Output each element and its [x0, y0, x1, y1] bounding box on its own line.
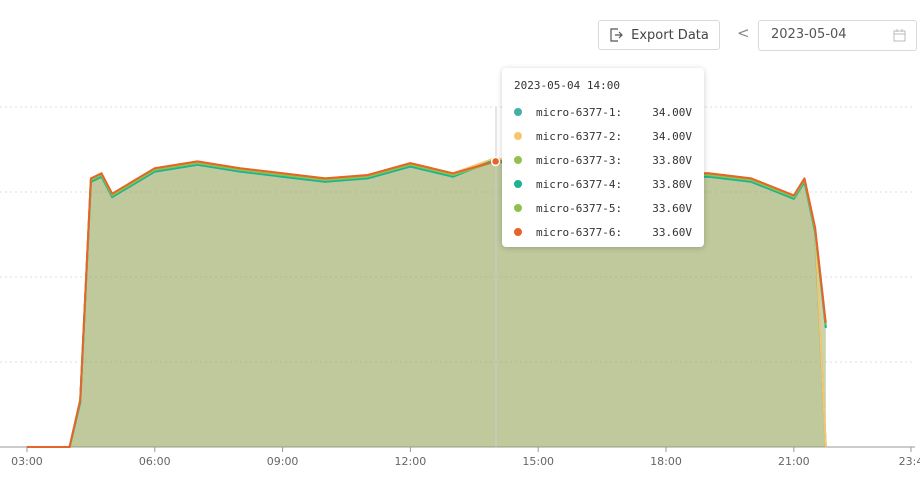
x-tick-label: 23:4 — [899, 455, 920, 468]
tooltip-label: micro-6377-2: — [536, 129, 623, 143]
tooltip-value: 33.80V — [652, 153, 692, 167]
prev-day[interactable]: < — [737, 24, 750, 42]
tooltip-dot — [514, 108, 522, 116]
tooltip-value: 33.80V — [652, 177, 692, 191]
tooltip-label: micro-6377-3: — [536, 153, 623, 167]
x-tick-label: 03:00 — [11, 455, 43, 468]
date-value: 2023-05-04 — [771, 27, 847, 42]
tooltip-row: micro-6377-3: 33.80V — [514, 148, 692, 172]
calendar-icon — [893, 29, 906, 42]
x-tick-label: 12:00 — [395, 455, 427, 468]
tooltip-label: micro-6377-4: — [536, 177, 623, 191]
tooltip: 2023-05-04 14:00 micro-6377-1: 34.00V micr… — [502, 68, 704, 247]
tooltip-dot — [514, 204, 522, 212]
tooltip-label: micro-6377-5: — [536, 201, 623, 215]
tooltip-dot — [514, 156, 522, 164]
tooltip-value: 34.00V — [652, 105, 692, 119]
tooltip-value: 34.00V — [652, 129, 692, 143]
tooltip-row: micro-6377-4: 33.80V — [514, 172, 692, 196]
tooltip-dot — [514, 180, 522, 188]
tooltip-row: micro-6377-6: 33.60V — [514, 220, 692, 244]
tooltip-value: 33.60V — [652, 201, 692, 215]
export-button[interactable]: Export Data — [598, 20, 720, 50]
export-icon — [610, 28, 623, 42]
tooltip-value: 33.60V — [652, 225, 692, 239]
date-picker[interactable]: 2023-05-04 — [758, 20, 917, 51]
series-line — [26, 160, 827, 448]
hover-point — [490, 156, 501, 167]
series-area — [26, 161, 826, 447]
tooltip-title: 2023-05-04 14:00 — [514, 79, 620, 92]
tooltip-row: micro-6377-1: 34.00V — [514, 100, 692, 124]
tooltip-row: micro-6377-2: 34.00V — [514, 124, 692, 148]
x-tick-label: 06:00 — [139, 455, 171, 468]
x-tick-label: 18:00 — [650, 455, 682, 468]
tooltip-label: micro-6377-1: — [536, 105, 623, 119]
x-tick-label: 09:00 — [267, 455, 299, 468]
export-label: Export Data — [631, 27, 709, 43]
tooltip-label: micro-6377-6: — [536, 225, 623, 239]
x-tick-label: 21:00 — [778, 455, 810, 468]
tooltip-dot — [514, 228, 522, 236]
tooltip-dot — [514, 132, 522, 140]
tooltip-row: micro-6377-5: 33.60V — [514, 196, 692, 220]
x-tick-label: 15:00 — [522, 455, 554, 468]
